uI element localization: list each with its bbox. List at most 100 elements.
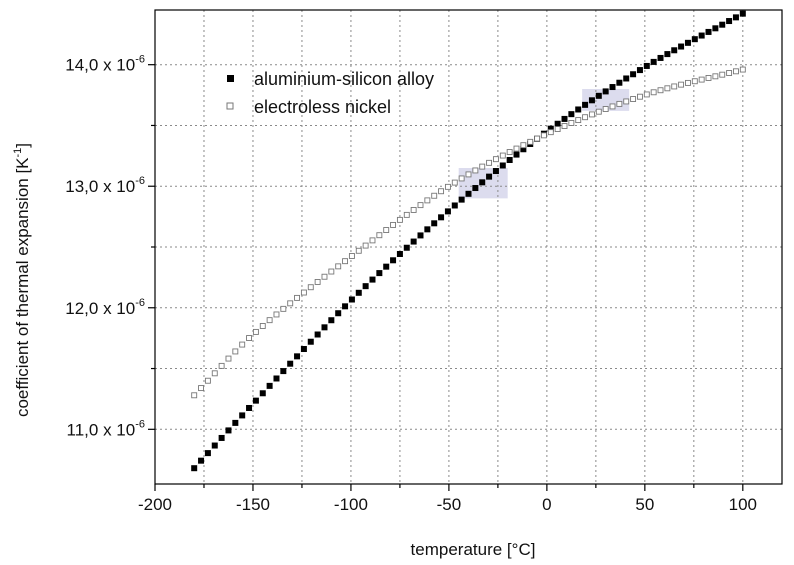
data-point xyxy=(342,303,349,310)
y-axis-title-end: ] xyxy=(13,143,32,148)
data-point xyxy=(582,114,589,121)
data-point xyxy=(712,25,719,32)
legend-label-nickel: electroless nickel xyxy=(254,97,391,117)
data-point xyxy=(273,311,280,318)
data-point xyxy=(520,146,527,153)
data-point xyxy=(671,47,678,54)
data-point xyxy=(232,419,239,426)
data-point xyxy=(513,145,520,152)
data-point xyxy=(739,10,746,17)
y-tick-label: 12,0 x 10-6 xyxy=(65,297,145,318)
plot-series xyxy=(191,10,746,472)
data-point xyxy=(685,79,691,86)
data-point xyxy=(486,173,493,180)
data-point xyxy=(472,167,479,174)
data-point xyxy=(479,163,486,170)
grid-lines xyxy=(155,10,782,484)
data-point xyxy=(575,106,582,113)
data-point xyxy=(211,442,218,449)
y-tick-label: 11,0 x 10-6 xyxy=(67,418,145,439)
series-0 xyxy=(191,10,746,472)
data-point xyxy=(335,310,342,317)
data-point xyxy=(705,74,712,81)
data-point xyxy=(588,111,595,118)
data-point xyxy=(191,465,198,472)
data-point xyxy=(691,78,698,85)
data-point xyxy=(287,360,294,367)
data-point xyxy=(595,108,602,115)
data-point xyxy=(582,101,589,108)
data-point xyxy=(643,91,650,98)
data-point xyxy=(554,126,561,132)
data-point xyxy=(630,71,637,78)
data-point xyxy=(321,273,328,280)
data-point xyxy=(698,76,705,83)
data-point xyxy=(444,208,451,215)
data-point xyxy=(527,138,534,145)
data-point xyxy=(684,39,691,46)
data-point xyxy=(280,305,287,312)
x-tick-labels: -200 -150 -100 -50 0 50 100 xyxy=(138,495,757,514)
y-axis-title: coefficient of thermal expansion [K-1] xyxy=(12,143,32,417)
data-point xyxy=(451,179,458,186)
x-axis-title: temperature [°C] xyxy=(411,540,536,559)
data-point xyxy=(280,368,287,375)
data-point xyxy=(732,14,739,21)
data-point xyxy=(314,331,321,338)
data-point xyxy=(616,100,623,107)
data-point xyxy=(410,238,417,245)
data-point xyxy=(472,185,479,192)
data-point xyxy=(239,341,246,348)
data-point xyxy=(410,207,417,213)
data-point xyxy=(348,296,355,303)
data-point xyxy=(568,120,575,126)
data-point xyxy=(431,220,438,227)
data-point xyxy=(314,279,321,285)
y-tick-labels: 11,0 x 10-6 12,0 x 10-6 13,0 x 10-6 14,0 x … xyxy=(65,54,145,440)
data-point xyxy=(204,450,211,457)
data-point xyxy=(458,196,465,203)
data-point xyxy=(739,66,746,73)
data-point xyxy=(499,162,506,169)
data-point xyxy=(300,346,307,353)
data-point xyxy=(376,232,383,239)
data-point xyxy=(506,157,513,163)
data-point xyxy=(698,32,705,39)
data-point xyxy=(719,21,726,28)
data-point xyxy=(492,156,499,163)
data-point xyxy=(355,247,362,254)
data-point xyxy=(211,370,218,377)
data-point xyxy=(225,355,232,362)
data-point xyxy=(396,216,403,223)
data-point xyxy=(465,171,472,178)
data-point xyxy=(266,382,273,389)
data-point xyxy=(383,227,390,234)
data-point xyxy=(678,81,685,88)
data-point xyxy=(390,257,397,264)
data-point xyxy=(643,62,650,69)
data-point xyxy=(369,276,376,283)
data-point xyxy=(444,183,451,190)
data-point xyxy=(513,151,520,158)
data-point xyxy=(630,96,637,102)
data-point xyxy=(424,197,431,204)
data-point xyxy=(726,18,733,25)
data-point xyxy=(561,115,568,122)
data-point xyxy=(294,353,301,360)
data-point xyxy=(232,348,239,355)
data-point xyxy=(362,242,369,249)
x-tick-label: 100 xyxy=(729,495,757,514)
data-point xyxy=(383,263,390,270)
data-point xyxy=(321,324,328,331)
x-tick-label: -200 xyxy=(138,495,172,514)
data-point xyxy=(547,125,554,132)
data-point xyxy=(390,221,397,228)
data-point xyxy=(650,89,657,96)
data-point xyxy=(218,434,225,441)
data-point xyxy=(465,190,472,197)
data-point xyxy=(547,129,554,136)
data-point xyxy=(664,51,671,58)
data-point xyxy=(417,202,424,209)
data-point xyxy=(636,67,643,74)
y-tick-label: 13,0 x 10-6 xyxy=(65,175,145,196)
